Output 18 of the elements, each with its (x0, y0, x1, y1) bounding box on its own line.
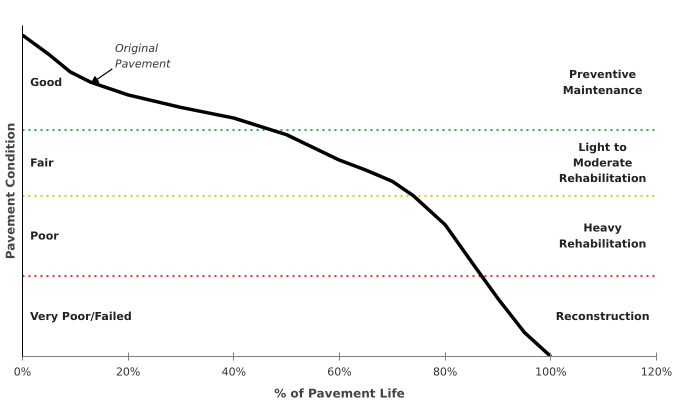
annotation: Heavy Rehabilitation (558, 222, 646, 250)
annotation: Reconstruction (556, 310, 650, 323)
annotation: Original Pavement (114, 42, 172, 70)
x-tick-label: 20% (116, 366, 140, 378)
x-tick-label: 120% (640, 366, 672, 378)
annotation: Preventive Maintenance (562, 68, 642, 97)
annotation: Light to Moderate Rehabilitation (558, 140, 646, 185)
x-tick-label: 0% (14, 366, 32, 378)
annotation: Fair (30, 156, 54, 170)
x-tick-label: 60% (327, 366, 352, 378)
annotation: Very Poor/Failed (30, 310, 132, 323)
x-tick-label: 40% (222, 366, 246, 378)
x-axis-title: % of Pavement Life (274, 386, 405, 400)
y-axis-title: Pavement Condition (4, 122, 18, 260)
x-tick-label: 80% (432, 366, 458, 378)
x-tick-label: 100% (535, 366, 567, 378)
annotation: Good (30, 76, 62, 90)
annotation: Poor (30, 229, 60, 242)
